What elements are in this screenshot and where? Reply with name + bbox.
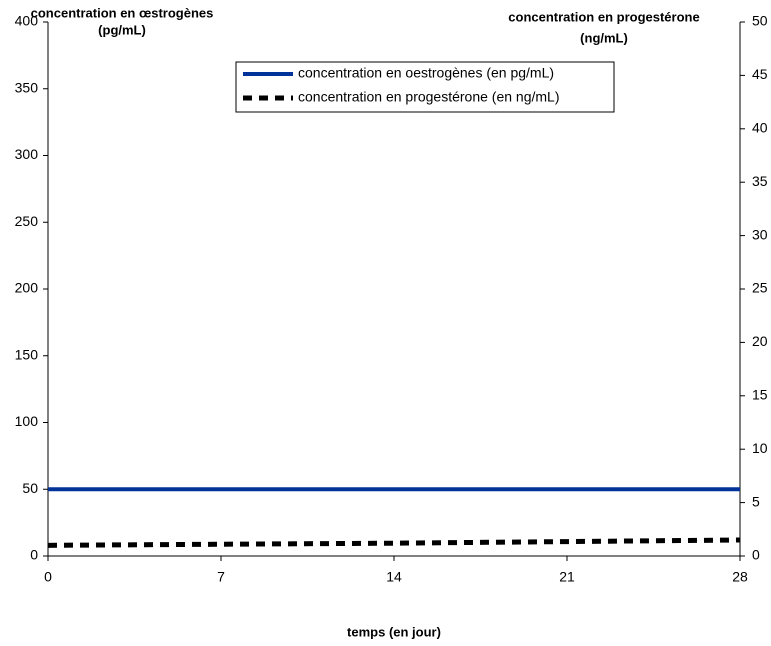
y-tick-label: 50 — [22, 480, 38, 496]
x-tick-label: 28 — [732, 569, 748, 585]
series-line — [47, 537, 741, 548]
y-tick-label: 150 — [15, 346, 39, 362]
y-tick-label: 350 — [15, 79, 39, 95]
y-tick-label: 200 — [15, 280, 39, 296]
x-tick-label: 0 — [44, 569, 52, 585]
y-tick-label: 250 — [15, 213, 39, 229]
y-tick-label: 300 — [15, 146, 39, 162]
y2-tick-label: 15 — [752, 387, 768, 403]
y2-tick-label: 50 — [752, 13, 768, 29]
y-axis-title: (pg/mL) — [98, 22, 146, 37]
y2-tick-label: 25 — [752, 280, 768, 296]
legend-label: concentration en progestérone (en ng/mL) — [298, 89, 560, 105]
y-tick-label: 400 — [15, 13, 39, 29]
y2-axis-title: (ng/mL) — [580, 30, 628, 45]
y2-tick-label: 10 — [752, 440, 768, 456]
legend-label: concentration en oestrogènes (en pg/mL) — [298, 65, 554, 81]
y2-tick-label: 40 — [752, 120, 768, 136]
y-tick-label: 100 — [15, 413, 39, 429]
x-tick-label: 7 — [217, 569, 225, 585]
y2-tick-label: 20 — [752, 333, 768, 349]
y2-tick-label: 45 — [752, 66, 768, 82]
y2-axis-title: concentration en progestérone — [508, 9, 699, 24]
y2-tick-label: 35 — [752, 173, 768, 189]
legend-box — [235, 61, 615, 113]
y2-tick-label: 0 — [752, 547, 760, 563]
y-tick-label: 0 — [30, 547, 38, 563]
y-axis-title: concentration en œstrogènes — [31, 5, 214, 20]
y2-tick-label: 5 — [752, 493, 760, 509]
x-tick-label: 21 — [559, 569, 575, 585]
y2-tick-label: 30 — [752, 226, 768, 242]
x-axis-title: temps (en jour) — [347, 624, 441, 639]
x-tick-label: 14 — [386, 569, 402, 585]
